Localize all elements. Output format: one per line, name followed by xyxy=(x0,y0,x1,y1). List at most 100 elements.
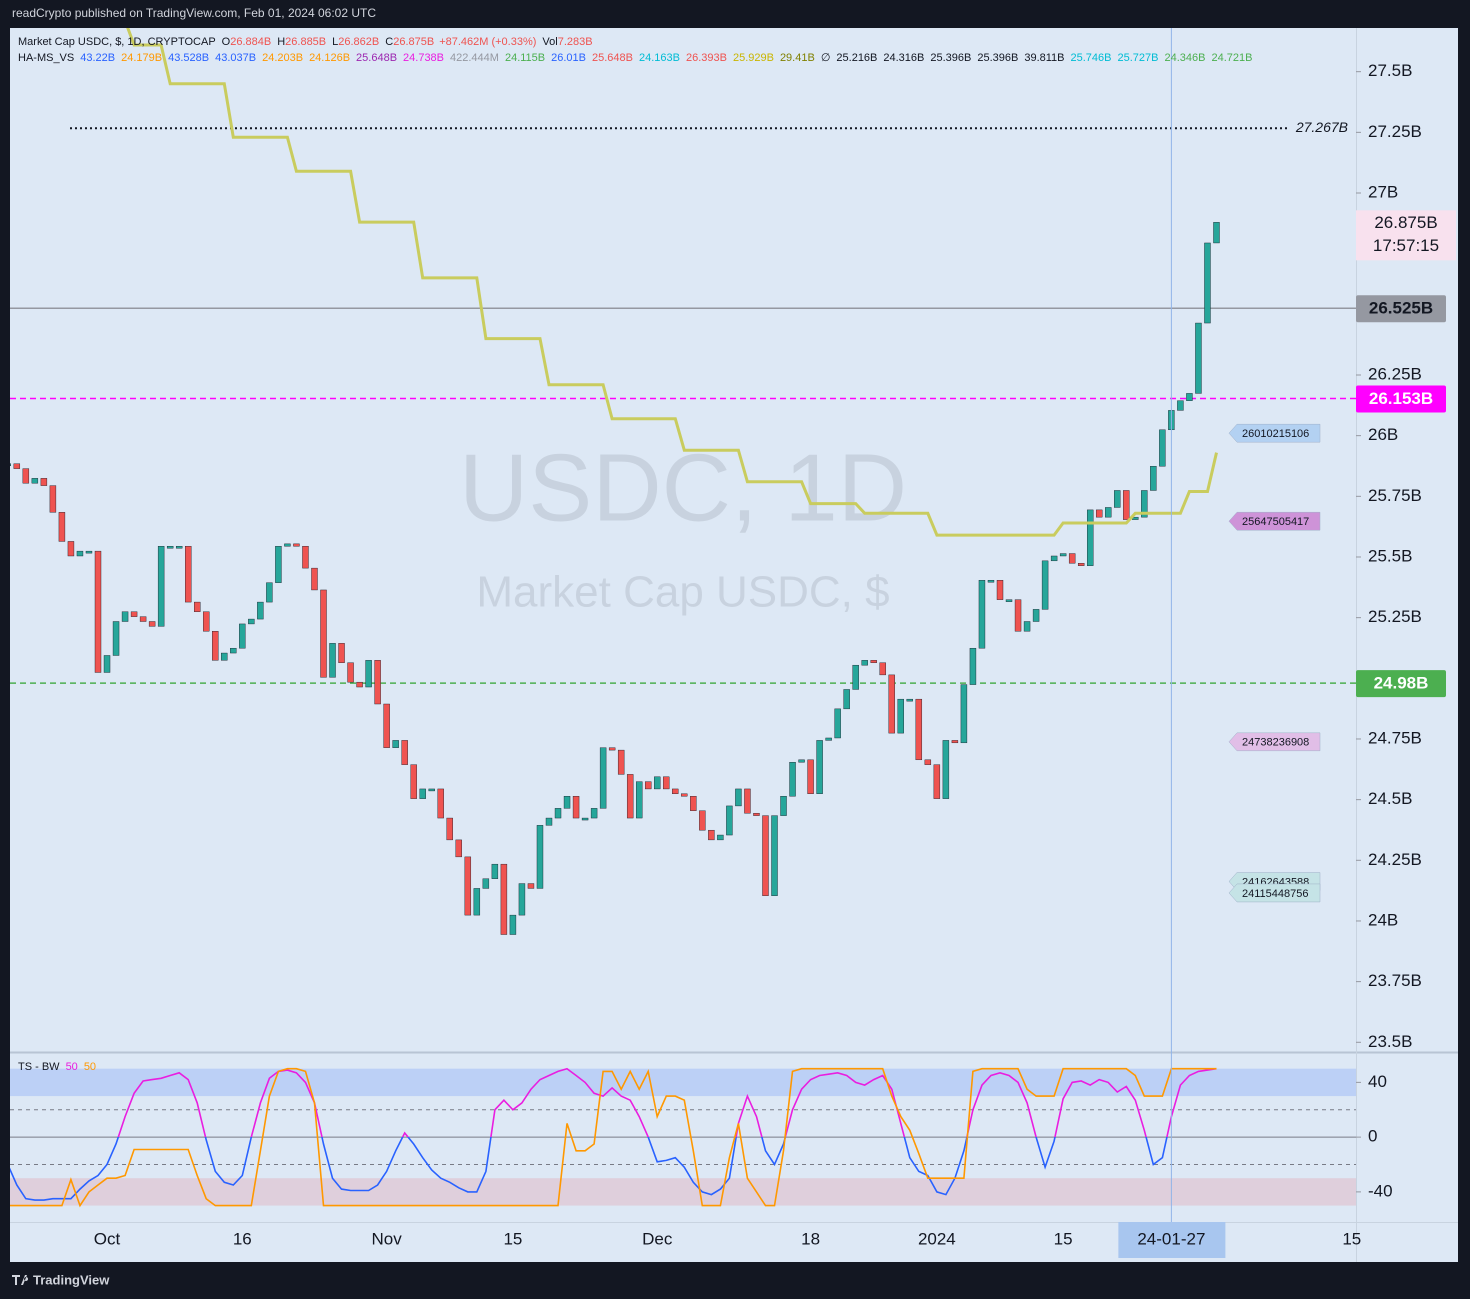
candle xyxy=(1186,393,1193,401)
price-tag-label: 26010215106 xyxy=(1242,428,1309,440)
legend-line: Market Cap USDC, $, 1D, CRYPTOCAP O26.884… xyxy=(18,36,593,48)
indicator-value: 24.179B xyxy=(121,52,162,64)
candle xyxy=(545,817,553,826)
candle xyxy=(780,796,787,816)
price-pane xyxy=(10,28,1356,935)
candle xyxy=(356,681,363,688)
candle xyxy=(960,684,968,744)
y-tick-label: 25.5B xyxy=(1368,546,1412,565)
candle xyxy=(744,788,751,814)
legend-key: H xyxy=(277,36,285,48)
attribution: readCrypto published on TradingView.com,… xyxy=(12,6,376,20)
candle xyxy=(897,698,904,734)
candle xyxy=(275,546,282,583)
indicator-value: 24.721B xyxy=(1211,52,1252,64)
candle xyxy=(888,674,895,734)
candle xyxy=(230,647,237,654)
candle xyxy=(103,655,111,673)
indicator-value: 422.444M xyxy=(450,52,499,64)
candle xyxy=(771,815,778,896)
price-tag-label: 24115448756 xyxy=(1242,888,1308,900)
candle xyxy=(1114,490,1121,508)
candle xyxy=(410,764,417,799)
candle xyxy=(1123,490,1130,520)
candle xyxy=(464,856,472,916)
candle xyxy=(76,550,84,557)
candle xyxy=(1032,609,1040,622)
level-label: 26.153B xyxy=(1369,389,1433,408)
candle xyxy=(248,618,255,625)
candle xyxy=(67,541,75,557)
brand-logo xyxy=(12,1275,29,1285)
candle xyxy=(374,660,381,705)
candle xyxy=(293,543,300,547)
y-tick-label: 26B xyxy=(1368,425,1398,444)
candle xyxy=(266,582,273,603)
candle xyxy=(437,788,444,819)
candle xyxy=(40,478,48,486)
candle xyxy=(843,689,850,710)
y-tick-label: 27.25B xyxy=(1368,122,1422,141)
candle xyxy=(302,546,309,569)
candle xyxy=(22,468,30,484)
candle xyxy=(978,580,986,649)
y-tick-label: 25.75B xyxy=(1368,486,1422,505)
level-label-box xyxy=(1356,385,1446,413)
last-price-box xyxy=(1356,210,1456,261)
candle xyxy=(338,643,345,663)
y-tick-label: 23.75B xyxy=(1368,971,1422,990)
candle xyxy=(572,796,580,819)
candle xyxy=(383,703,390,748)
level-label-box xyxy=(1356,670,1446,698)
legend-key: L xyxy=(332,36,338,48)
candle xyxy=(617,749,625,775)
price-tag xyxy=(1228,511,1321,531)
indicator-value: 25.396B xyxy=(930,52,971,64)
countdown-label: 17:57:15 xyxy=(1373,236,1439,255)
legend-value: 26.862B xyxy=(338,36,379,48)
candle xyxy=(599,747,607,809)
candle xyxy=(329,643,336,678)
candle xyxy=(428,788,435,792)
upper-band xyxy=(10,1068,1356,1097)
candle xyxy=(1177,400,1184,411)
candle xyxy=(121,611,129,622)
oscillator-legend: TS - BW 50 50 xyxy=(18,1061,96,1073)
candle xyxy=(1041,560,1049,610)
candle xyxy=(257,601,264,620)
y-tick-label: 24.25B xyxy=(1368,850,1422,869)
y-tick-label: 27.5B xyxy=(1368,61,1412,80)
candle xyxy=(49,485,57,513)
candle xyxy=(203,611,210,632)
candle xyxy=(717,834,724,841)
lower-band xyxy=(10,1178,1356,1206)
indicator-value: 25.929B xyxy=(733,52,774,64)
oscillator-line xyxy=(10,1067,1217,1208)
x-tick-label: 15 xyxy=(503,1229,522,1248)
indicator-value: 25.746B xyxy=(1071,52,1112,64)
price-tag xyxy=(1228,423,1321,443)
level-label: 26.525B xyxy=(1369,299,1433,318)
price-tag xyxy=(1228,883,1321,903)
candle xyxy=(1195,322,1202,394)
candle xyxy=(645,781,652,790)
candle xyxy=(915,698,923,761)
legend-symbol: Market Cap USDC, $, 1D, CRYPTOCAP xyxy=(18,36,216,48)
candle xyxy=(554,808,562,819)
indicator-value: 25.216B xyxy=(836,52,877,64)
candle xyxy=(608,747,616,751)
level-label-box xyxy=(1356,295,1446,323)
candle xyxy=(762,815,769,896)
candle xyxy=(392,740,399,748)
candle xyxy=(969,647,977,685)
y-tick-label: 27B xyxy=(1368,182,1398,201)
candle xyxy=(852,664,859,690)
candle xyxy=(906,698,913,702)
price-tag xyxy=(1228,732,1321,752)
candle xyxy=(1050,555,1058,562)
candle xyxy=(825,737,832,741)
candle xyxy=(509,914,517,935)
candle xyxy=(951,740,959,744)
oscillator-tick-label: 40 xyxy=(1368,1072,1387,1091)
candle xyxy=(212,631,219,661)
